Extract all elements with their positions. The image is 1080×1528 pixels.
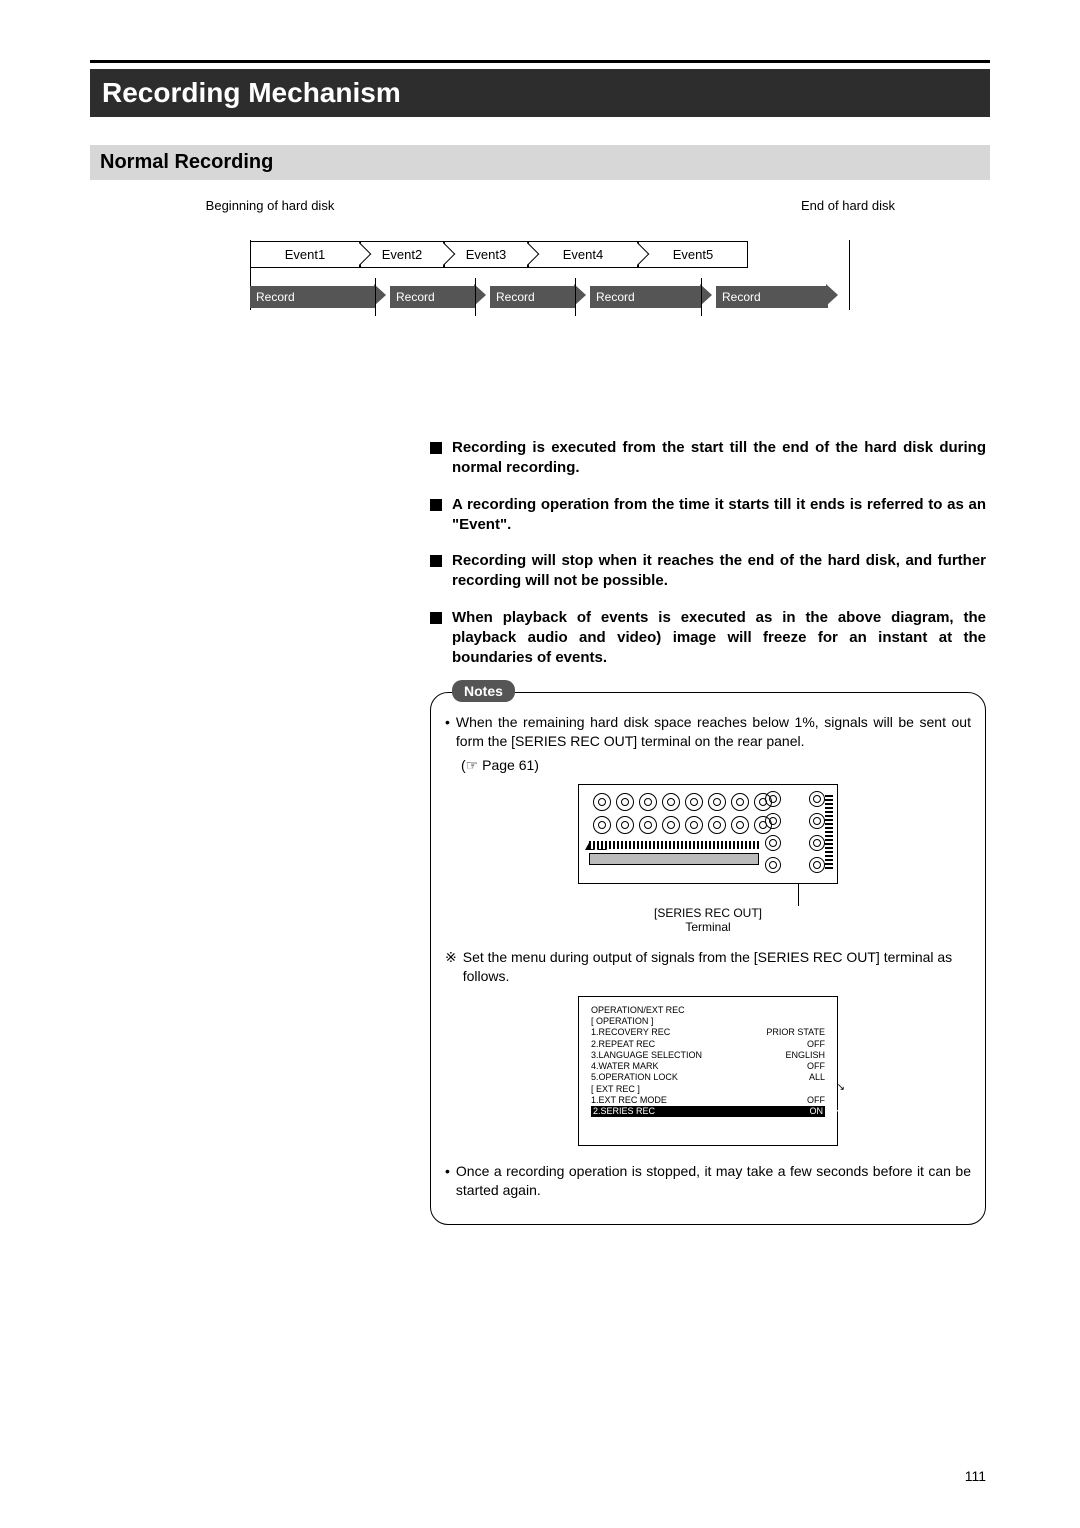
menu-screen: OPERATION/EXT REC [ OPERATION ] 1.RECOVE… [578,996,838,1147]
event-box: Event1 [250,241,360,268]
recording-diagram: Beginning of hard disk End of hard disk … [210,198,870,338]
section-heading: Normal Recording [90,145,990,180]
menu-row: 3.LANGUAGE SELECTIONENGLISH [591,1050,825,1061]
page-reference: (☞ Page 61) [461,757,971,774]
notes-tab: Notes [452,680,515,702]
menu-group: [ OPERATION ] [591,1016,825,1027]
record-bar: Record [590,286,702,308]
bullet-item: Recording is executed from the start til… [430,438,986,479]
event-box: Event2 [360,241,444,268]
menu-row: 5.OPERATION LOCKALL [591,1072,825,1083]
bullet-list: Recording is executed from the start til… [430,438,986,668]
note-item: •When the remaining hard disk space reac… [445,713,971,751]
menu-row-highlighted: 2.SERIES RECON ↖ [591,1106,825,1117]
menu-header: OPERATION/EXT REC [591,1005,825,1016]
square-bullet-icon [430,499,442,511]
star-note: ※ Set the menu during output of signals … [445,948,971,986]
top-rule [90,60,990,63]
record-bar: Record [390,286,476,308]
events-row: Event1 Event2 Event3 Event4 Event5 [250,240,850,268]
rear-panel-label: [SERIES REC OUT]Terminal [445,906,971,934]
diagram-label-begin: Beginning of hard disk [200,198,340,213]
rear-panel-diagram [578,784,838,884]
arrow-icon: ↘ [837,1082,845,1095]
bullet-item: A recording operation from the time it s… [430,495,986,536]
menu-row: 1.RECOVERY RECPRIOR STATE [591,1027,825,1038]
record-bar: Record [716,286,828,308]
menu-group: [ EXT REC ] [591,1084,825,1095]
event-box: Event3 [444,241,528,268]
square-bullet-icon [430,555,442,567]
menu-row: 1.EXT REC MODEOFF [591,1095,825,1106]
menu-row: 2.REPEAT RECOFF [591,1039,825,1050]
square-bullet-icon [430,442,442,454]
note-item: •Once a recording operation is stopped, … [445,1162,971,1200]
event-box: Event4 [528,241,638,268]
bullet-item: Recording will stop when it reaches the … [430,551,986,592]
notes-section: Notes •When the remaining hard disk spac… [430,692,986,1225]
diagram-label-end: End of hard disk [798,198,898,213]
record-bar: Record [490,286,576,308]
record-bar: Record [250,286,376,308]
record-row: Record Record Record Record Record [250,284,850,310]
square-bullet-icon [430,612,442,624]
bullet-item: When playback of events is executed as i… [430,608,986,669]
page-number: 111 [965,1468,986,1484]
page-title-bar: Recording Mechanism [90,69,990,117]
menu-row: 4.WATER MARKOFF [591,1061,825,1072]
event-box: Event5 [638,241,748,268]
pointer-icon: ↖ [832,1104,841,1118]
